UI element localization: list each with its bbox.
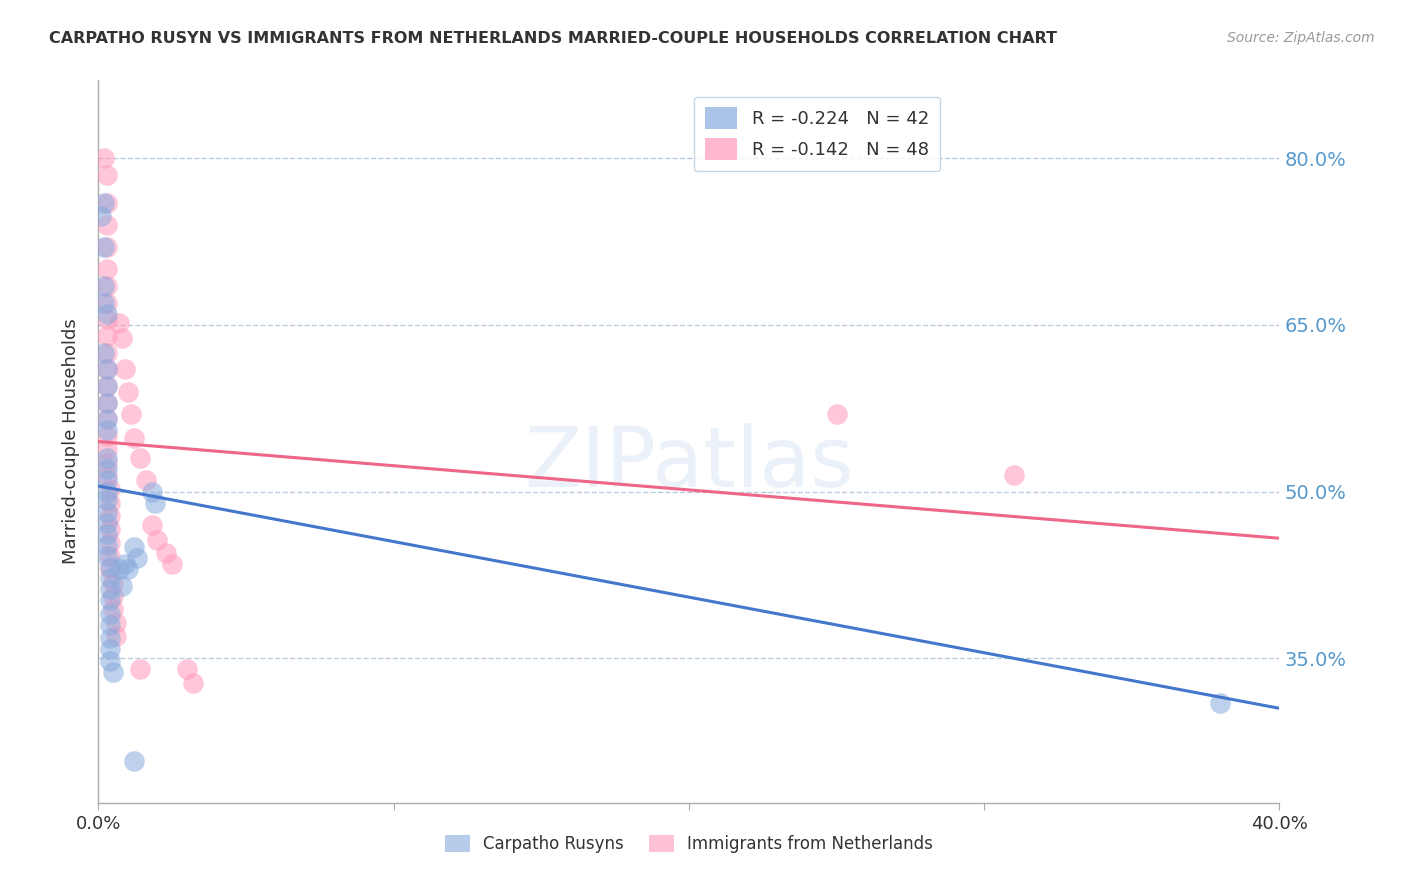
Point [96, 195, 118, 210]
Point [155, 546, 177, 560]
Point [98, 508, 121, 523]
Point [103, 602, 125, 616]
Point [96, 307, 118, 321]
Point [141, 517, 163, 532]
Point [96, 493, 118, 508]
Point [98, 593, 121, 607]
Point [98, 496, 121, 510]
Point [96, 549, 118, 563]
Point [122, 431, 145, 445]
Text: CARPATHO RUSYN VS IMMIGRANTS FROM NETHERLANDS MARRIED-COUPLE HOUSEHOLDS CORRELAT: CARPATHO RUSYN VS IMMIGRANTS FROM NETHER… [49, 31, 1057, 46]
Point [98, 607, 121, 621]
Point [96, 429, 118, 443]
Point [141, 484, 163, 499]
Point [98, 582, 121, 597]
Point [96, 412, 118, 426]
Point [108, 562, 131, 576]
Point [96, 379, 118, 393]
Point [96, 451, 118, 466]
Point [111, 331, 134, 345]
Point [96, 395, 118, 409]
Point [96, 456, 118, 470]
Point [105, 629, 128, 643]
Point [105, 615, 128, 630]
Point [176, 662, 198, 676]
Point [96, 329, 118, 343]
Point [98, 642, 121, 657]
Point [93, 240, 115, 254]
Point [96, 462, 118, 476]
Point [825, 407, 848, 421]
Point [108, 316, 131, 330]
Point [98, 653, 121, 667]
Point [93, 279, 115, 293]
Point [96, 516, 118, 530]
Point [122, 540, 145, 554]
Point [96, 262, 118, 277]
Point [98, 483, 121, 497]
Point [96, 395, 118, 409]
Point [93, 345, 115, 359]
Point [96, 484, 118, 499]
Point [96, 295, 118, 310]
Point [120, 407, 142, 421]
Point [98, 571, 121, 585]
Point [128, 451, 150, 466]
Point [96, 379, 118, 393]
Text: ZIPatlas: ZIPatlas [524, 423, 853, 504]
Point [117, 384, 139, 399]
Point [93, 195, 115, 210]
Point [98, 549, 121, 563]
Point [98, 618, 121, 632]
Point [96, 474, 118, 488]
Point [135, 474, 157, 488]
Point [96, 526, 118, 541]
Point [96, 279, 118, 293]
Point [96, 240, 118, 254]
Point [96, 218, 118, 232]
Point [98, 522, 121, 536]
Point [98, 535, 121, 549]
Point [98, 632, 121, 646]
Point [1002, 467, 1025, 482]
Point [93, 295, 115, 310]
Point [128, 662, 150, 676]
Point [117, 562, 139, 576]
Point [181, 675, 204, 690]
Point [96, 345, 118, 359]
Point [143, 496, 166, 510]
Point [114, 362, 136, 376]
Point [162, 557, 183, 571]
Point [96, 442, 118, 457]
Point [98, 560, 121, 574]
Point [96, 469, 118, 483]
Point [96, 362, 118, 376]
Point [122, 754, 145, 768]
Point [98, 562, 121, 576]
Point [96, 505, 118, 519]
Point [103, 665, 125, 679]
Point [146, 533, 169, 548]
Point [93, 151, 115, 165]
Point [96, 424, 118, 438]
Point [96, 412, 118, 426]
Point [111, 579, 134, 593]
Point [96, 312, 118, 326]
Point [114, 557, 136, 571]
Text: Source: ZipAtlas.com: Source: ZipAtlas.com [1227, 31, 1375, 45]
Point [125, 551, 148, 566]
Y-axis label: Married-couple Households: Married-couple Households [62, 318, 80, 565]
Point [103, 575, 125, 590]
Point [96, 168, 118, 182]
Point [1209, 696, 1232, 710]
Point [90, 209, 112, 223]
Legend: Carpatho Rusyns, Immigrants from Netherlands: Carpatho Rusyns, Immigrants from Netherl… [439, 828, 939, 860]
Point [103, 589, 125, 603]
Point [96, 362, 118, 376]
Point [96, 538, 118, 552]
